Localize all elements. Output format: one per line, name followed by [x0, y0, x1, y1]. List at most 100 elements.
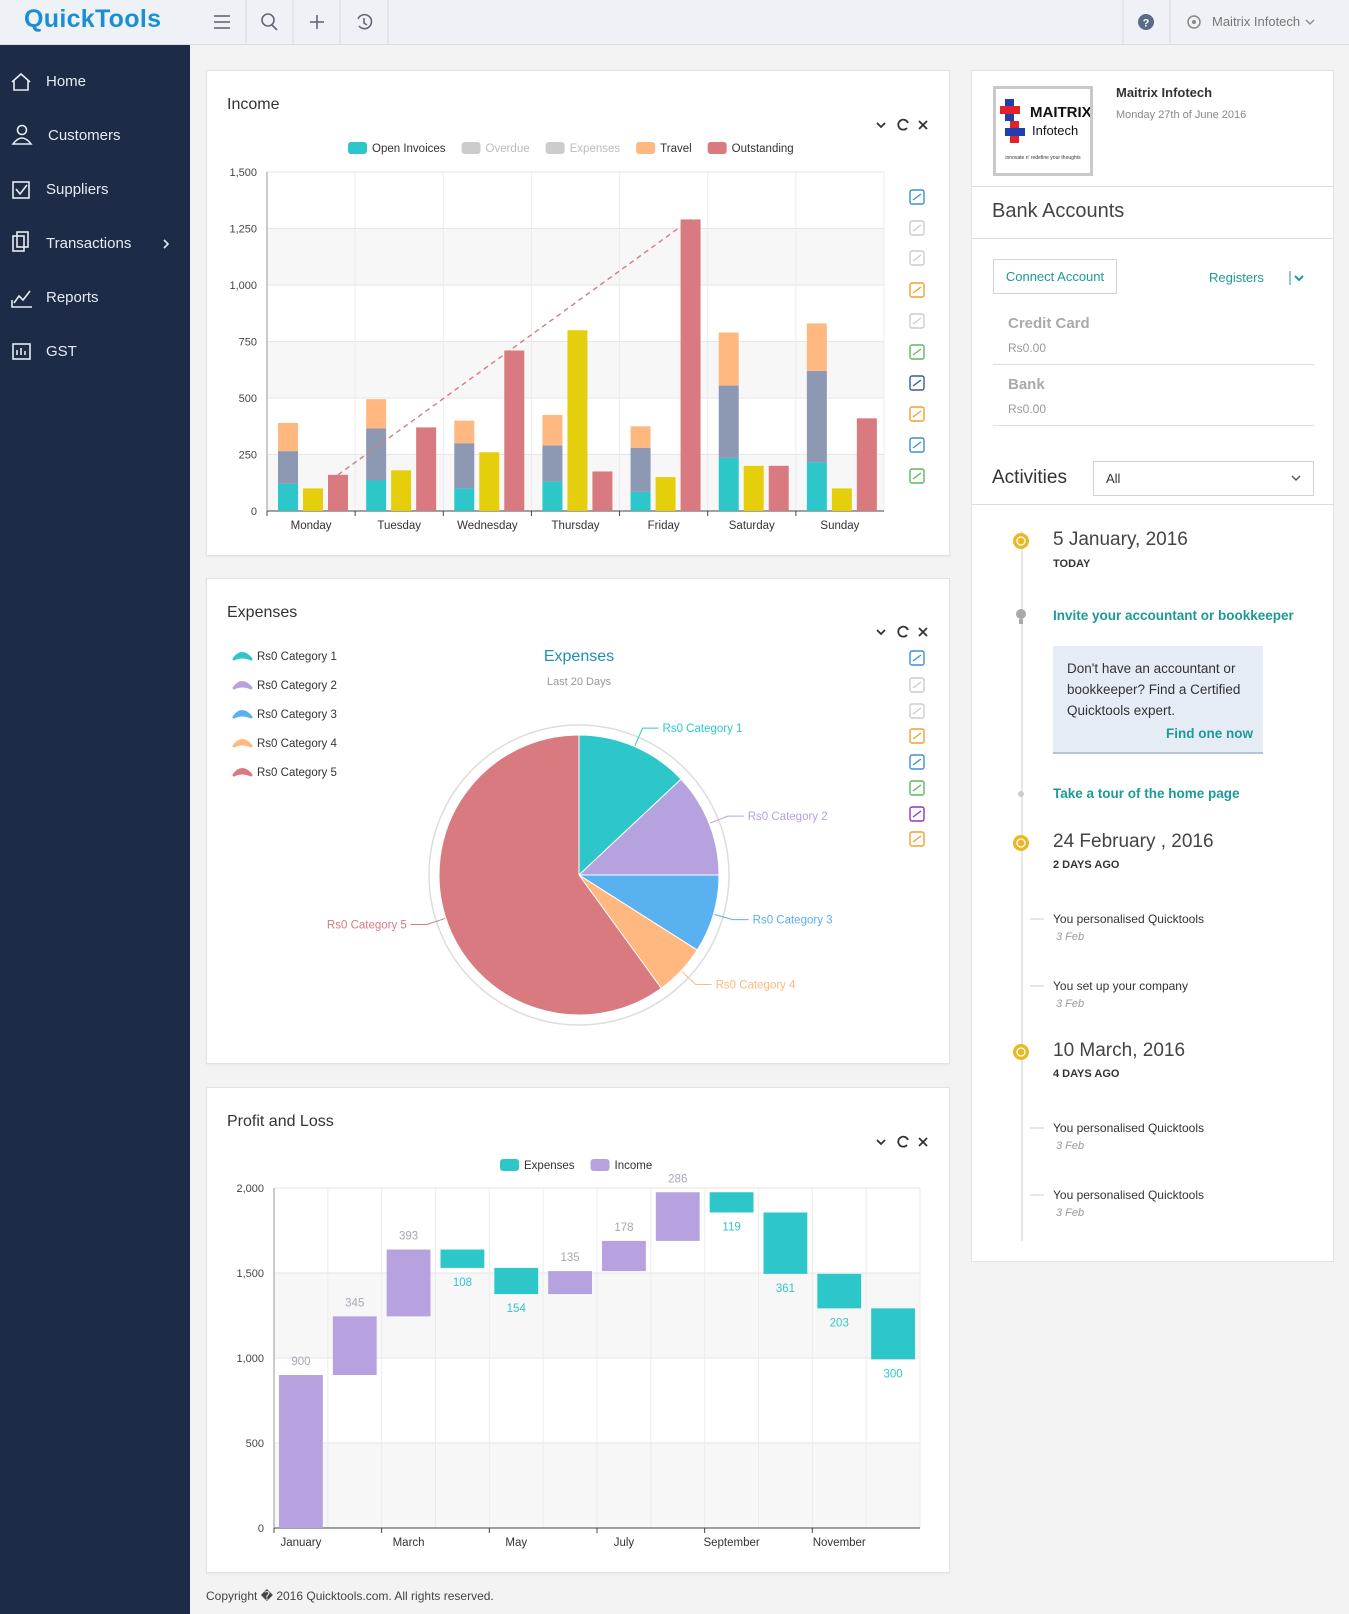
bar [806, 462, 827, 511]
legend-swatch [232, 739, 253, 748]
legend-swatch [232, 768, 253, 777]
bar [279, 1375, 323, 1528]
tool-icon [912, 707, 922, 715]
slice-label: Rs0 Category 2 [748, 811, 828, 823]
refresh-icon [897, 118, 909, 131]
value-label: 154 [507, 1303, 527, 1315]
tool-icon [912, 286, 922, 294]
company-menu[interactable]: Maitrix Infotech [1212, 14, 1301, 29]
bar [391, 470, 412, 511]
y-tick-label: 2,000 [236, 1183, 264, 1195]
bar [278, 483, 298, 511]
x-tick-label: May [505, 1537, 527, 1549]
value-label: 345 [345, 1297, 364, 1309]
label-leader [634, 727, 659, 746]
bar [763, 1212, 808, 1274]
registers-caret [1289, 271, 1304, 285]
nav-item[interactable]: Reports [46, 289, 99, 306]
value-label: 300 [883, 1368, 902, 1380]
activity-filter[interactable]: All [1093, 461, 1314, 496]
income-card: Income Open Invoices Overdue Expenses Travel… [206, 70, 950, 556]
section-title: Bank Accounts [992, 200, 1125, 222]
bar [386, 1249, 431, 1317]
slice-label: Rs0 Category 1 [663, 723, 743, 735]
bar [542, 414, 563, 446]
label-leader [714, 913, 749, 921]
company-logo: MAITRIX Infotech innovate n' redefine yo… [993, 86, 1093, 176]
divider [993, 364, 1314, 365]
tool-icon [909, 728, 925, 744]
tool-icon [912, 758, 922, 766]
bar [454, 443, 475, 489]
legend-swatch [461, 142, 481, 154]
label-leader [709, 815, 744, 824]
legend-label: Open Invoices [372, 143, 446, 155]
legend-label: Travel [660, 143, 692, 155]
nav-item[interactable]: Customers [48, 127, 121, 144]
tool-icon [912, 654, 922, 662]
bar [328, 474, 348, 511]
timeline-ago: 4 DAYS AGO [1053, 1068, 1120, 1080]
legend-label: Overdue [486, 143, 530, 155]
label-leader [681, 971, 712, 986]
legend-swatch [232, 652, 253, 661]
bar [542, 481, 563, 511]
activity-time: 3 Feb [1056, 998, 1085, 1010]
card-controls [876, 625, 928, 638]
nav-item[interactable]: Suppliers [46, 181, 109, 198]
legend-swatch [500, 1159, 519, 1171]
bar [817, 1273, 862, 1309]
bar [680, 219, 701, 511]
profit-loss-chart: Profit and Loss Expenses Income 0 500 1,000 1,… [227, 1113, 928, 1549]
legend-swatch [590, 1159, 610, 1171]
value-label: 900 [291, 1356, 310, 1368]
tool-icon [909, 282, 925, 298]
timeline-link[interactable]: Take a tour of the home page [1053, 786, 1240, 801]
logo-text: MAITRIX [1030, 104, 1090, 121]
registers-link[interactable]: Registers [1209, 270, 1264, 285]
bar [718, 385, 739, 458]
divider [972, 504, 1333, 505]
bar [416, 427, 437, 511]
tool-icon [912, 441, 922, 449]
legend-label: Expenses [524, 1160, 575, 1172]
legend-label: Rs0 Category 2 [257, 680, 337, 692]
bar [630, 447, 651, 492]
timeline-date: 5 January, 2016 [1053, 529, 1188, 550]
callout-link[interactable]: Find one now [1166, 726, 1253, 741]
timeline-link[interactable]: Invite your accountant or bookkeeper [1053, 608, 1294, 623]
card-title: Income [227, 96, 280, 113]
tool-icon [909, 703, 925, 719]
logo-art: MAITRIX Infotech innovate n' redefine yo… [1000, 99, 1092, 161]
bar [718, 332, 739, 386]
slice-label: Rs0 Category 5 [327, 919, 407, 931]
nav-item[interactable]: Transactions [46, 235, 132, 252]
tool-icon [909, 250, 925, 266]
y-tick-label: 1,500 [236, 1268, 264, 1280]
legend-swatch [636, 142, 656, 154]
expenses-card: Expenses Rs0 Category 1 Rs0 Category 2 Rs0 … [206, 578, 950, 1064]
pie-slice [577, 874, 720, 951]
nav-item[interactable]: GST [46, 343, 77, 360]
timeline-ago: TODAY [1053, 558, 1091, 570]
value-label: 178 [614, 1222, 633, 1234]
x-tick-label: January [280, 1537, 321, 1549]
side-panel: MAITRIX Infotech innovate n' redefine yo… [971, 70, 1334, 1262]
nav-item[interactable]: Home [46, 73, 87, 90]
logo[interactable]: QuickTools [24, 5, 162, 33]
tool-icon [909, 650, 925, 666]
legend-swatch [545, 142, 565, 154]
connect-button[interactable]: Connect Account [993, 259, 1117, 294]
activity-time: 3 Feb [1056, 1207, 1085, 1219]
close-icon [918, 627, 928, 637]
tool-icon [912, 224, 922, 232]
y-tick-label: 750 [239, 337, 257, 349]
tool-icon [912, 348, 922, 356]
x-tick-label: Wednesday [457, 520, 518, 532]
tool-icon [909, 831, 925, 847]
bar [542, 445, 563, 482]
y-tick-label: 1,250 [229, 224, 257, 236]
bar [856, 418, 877, 511]
section-title: Activities [992, 467, 1067, 488]
